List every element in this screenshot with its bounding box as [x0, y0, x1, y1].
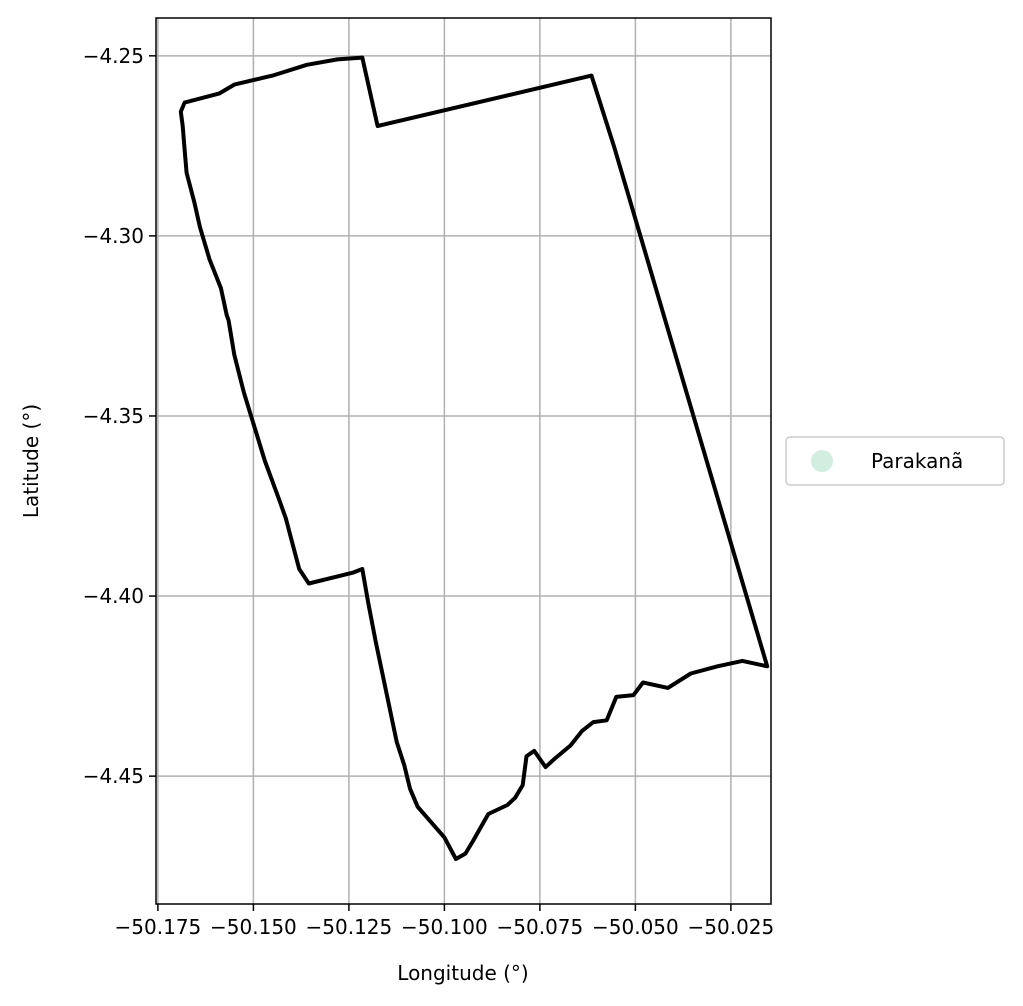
x-tick-label: −50.075 — [497, 915, 584, 939]
grid-lines — [156, 18, 771, 904]
x-tick-label: −50.175 — [115, 915, 202, 939]
y-tick-label: −4.35 — [83, 404, 144, 428]
legend-label: Parakanã — [871, 449, 963, 473]
y-axis-ticks: −4.25 −4.30 −4.35 −4.40 −4.45 — [83, 44, 156, 788]
y-axis-label: Latitude (°) — [19, 404, 43, 518]
territory-boundary — [178, 55, 770, 861]
y-tick-label: −4.45 — [83, 764, 144, 788]
legend-marker — [811, 450, 833, 472]
legend-frame — [785, 436, 1005, 486]
x-axis-ticks: −50.175 −50.150 −50.125 −50.100 −50.075 −50.0… — [115, 904, 775, 939]
plot-frame — [155, 17, 772, 905]
x-tick-label: −50.025 — [688, 915, 775, 939]
x-tick-label: −50.125 — [306, 915, 393, 939]
legend: Parakanã — [785, 436, 1005, 486]
y-tick-label: −4.25 — [83, 44, 144, 68]
y-tick-label: −4.30 — [83, 224, 144, 248]
x-tick-label: −50.050 — [592, 915, 679, 939]
x-tick-label: −50.150 — [210, 915, 297, 939]
x-tick-label: −50.100 — [401, 915, 488, 939]
y-tick-label: −4.40 — [83, 584, 144, 608]
x-axis-label: Longitude (°) — [397, 961, 528, 985]
